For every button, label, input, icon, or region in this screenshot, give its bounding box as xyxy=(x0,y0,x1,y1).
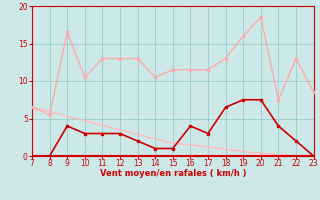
X-axis label: Vent moyen/en rafales ( km/h ): Vent moyen/en rafales ( km/h ) xyxy=(100,169,246,178)
